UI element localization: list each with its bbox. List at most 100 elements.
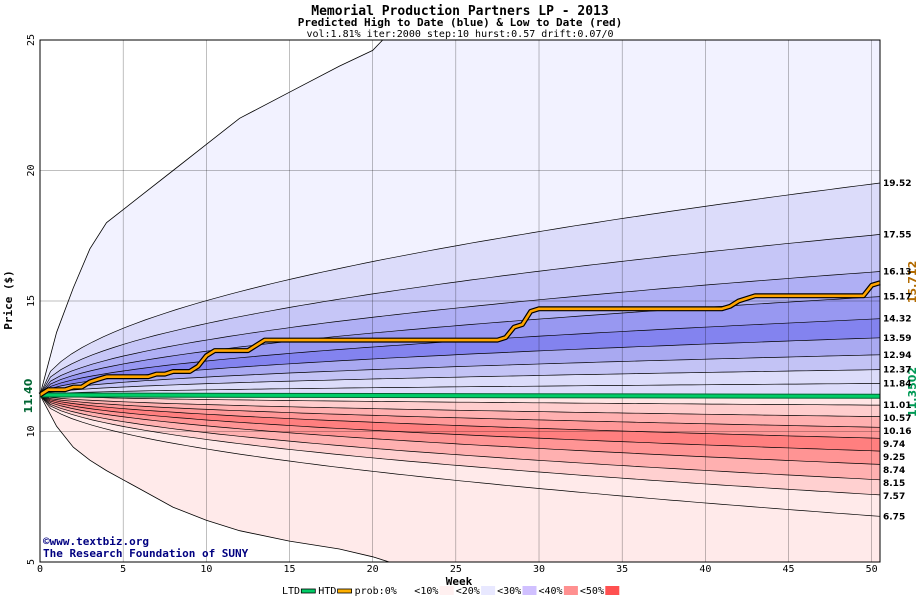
upper-probability-band [40,383,880,395]
band-end-labels: 19.52 17.55 16.13 15.17 14.32 13.59 12.94 12.37… [883,179,911,522]
band-end-label: 6.75 [883,512,905,522]
chart-params: vol:1.81% iter:2000 step:10 hurst:0.57 d… [306,29,613,40]
x-tick-label: 50 [866,564,878,575]
legend-line-swatch [337,588,353,594]
lower-probability-band [40,395,880,452]
x-tick-label: 15 [283,564,295,575]
legend-label: <10% [414,586,438,597]
start-price-label: 11.40 [22,378,35,413]
band-end-label: 17.55 [883,230,911,240]
band-boundary-line [39,394,881,496]
credit-foundation: The Research Foundation of SUNY [43,547,249,560]
ltd-line [39,393,881,398]
band-end-label: 11.84 [883,379,911,389]
upper-probability-band [40,318,880,395]
upper-probability-band [40,234,880,395]
upper-probability-band [40,271,880,395]
legend-color-swatch [439,586,454,595]
x-tick-label: 0 [37,564,43,575]
legend-label: <30% [497,586,521,597]
band-boundary-line [39,394,881,465]
legend-label: <20% [456,586,480,597]
legend-label: <50% [580,586,604,597]
band-boundary-line [39,394,881,428]
legend-color-swatch [522,586,537,595]
band-boundary-line [39,394,881,481]
band-boundary-line [39,394,881,417]
htd-line [39,281,881,397]
x-tick-label: 5 [120,564,126,575]
credit-website: ©www.textbiz.org [43,535,149,548]
x-axis-label: Week [446,575,473,588]
band-end-label: 10.16 [883,427,911,437]
axes [39,39,881,563]
band-end-label: 11.01 [883,401,911,411]
lower-probability-band [40,395,880,428]
x-tick-label: 10 [200,564,212,575]
legend-label: prob:0% [355,586,397,597]
y-tick-label: 20 [26,164,37,176]
upper-probability-band [40,354,880,395]
x-tick-label: 30 [533,564,545,575]
legend-label: <40% [539,586,563,597]
band-boundary-line [39,394,880,406]
lower-probability-band [40,395,880,465]
legend: LTD HTD prob:0% <10% <20% <30% <40% <50% [282,586,620,597]
band-boundary-line [39,354,881,396]
y-axis-label: Price ($) [2,270,15,330]
legend-color-swatch [563,586,578,595]
y-tick-label: 5 [26,559,37,565]
band-end-label: 9.25 [883,453,905,463]
lower-probability-band [40,395,880,439]
band-end-label: 10.57 [883,414,911,424]
band-end-label: 12.94 [883,351,911,361]
band-end-label: 14.32 [883,315,911,325]
upper-probability-band [40,296,880,395]
legend-color-swatch [398,586,413,595]
lower-probability-band [40,395,880,495]
upper-probability-band [40,369,880,395]
legend-color-swatch [481,586,496,595]
band-end-label: 8.15 [883,479,905,489]
band-boundaries [39,39,881,563]
lower-probability-band [40,395,880,480]
band-end-label: 7.57 [883,492,905,502]
chart-title: Memorial Production Partners LP - 2013 [311,4,608,19]
upper-envelope-line [39,39,383,396]
band-end-label: 19.52 [883,179,911,189]
legend-label: HTD [318,586,336,597]
upper-envelope-band [40,40,880,395]
band-boundary-line [39,369,881,396]
band-boundary-line [39,234,881,396]
x-tick-label: 40 [699,564,711,575]
lower-envelope-line [39,394,390,563]
legend-color-swatch [605,586,620,595]
x-tick-label: 35 [616,564,628,575]
band-boundary-line [39,296,881,396]
band-end-label: 8.74 [883,466,905,476]
band-boundary-line [39,271,881,396]
lower-probability-band [40,395,880,517]
lower-probability-band [40,395,880,417]
band-boundary-line [39,394,881,517]
legend-line-swatch [300,588,316,594]
band-end-label: 13.59 [883,334,911,344]
chart-subtitle: Predicted High to Date (blue) & Low to D… [298,16,623,29]
band-end-label: 9.74 [883,440,905,450]
ltd-current-label: 11.3502 [906,367,919,417]
band-boundary-line [39,182,881,396]
y-tick-label: 10 [26,425,37,437]
band-boundary-line [39,394,881,439]
y-tick-label: 15 [26,295,37,307]
probability-bands [40,40,880,562]
x-tick-label: 25 [450,564,462,575]
upper-probability-band [40,183,880,395]
x-tick-label: 20 [367,564,379,575]
band-boundary-line [39,383,880,396]
series-lines [38,280,881,399]
band-end-label: 16.13 [883,268,911,278]
x-tick-label: 45 [782,564,794,575]
band-end-label: 15.17 [883,293,911,303]
lower-envelope-band [40,395,880,562]
